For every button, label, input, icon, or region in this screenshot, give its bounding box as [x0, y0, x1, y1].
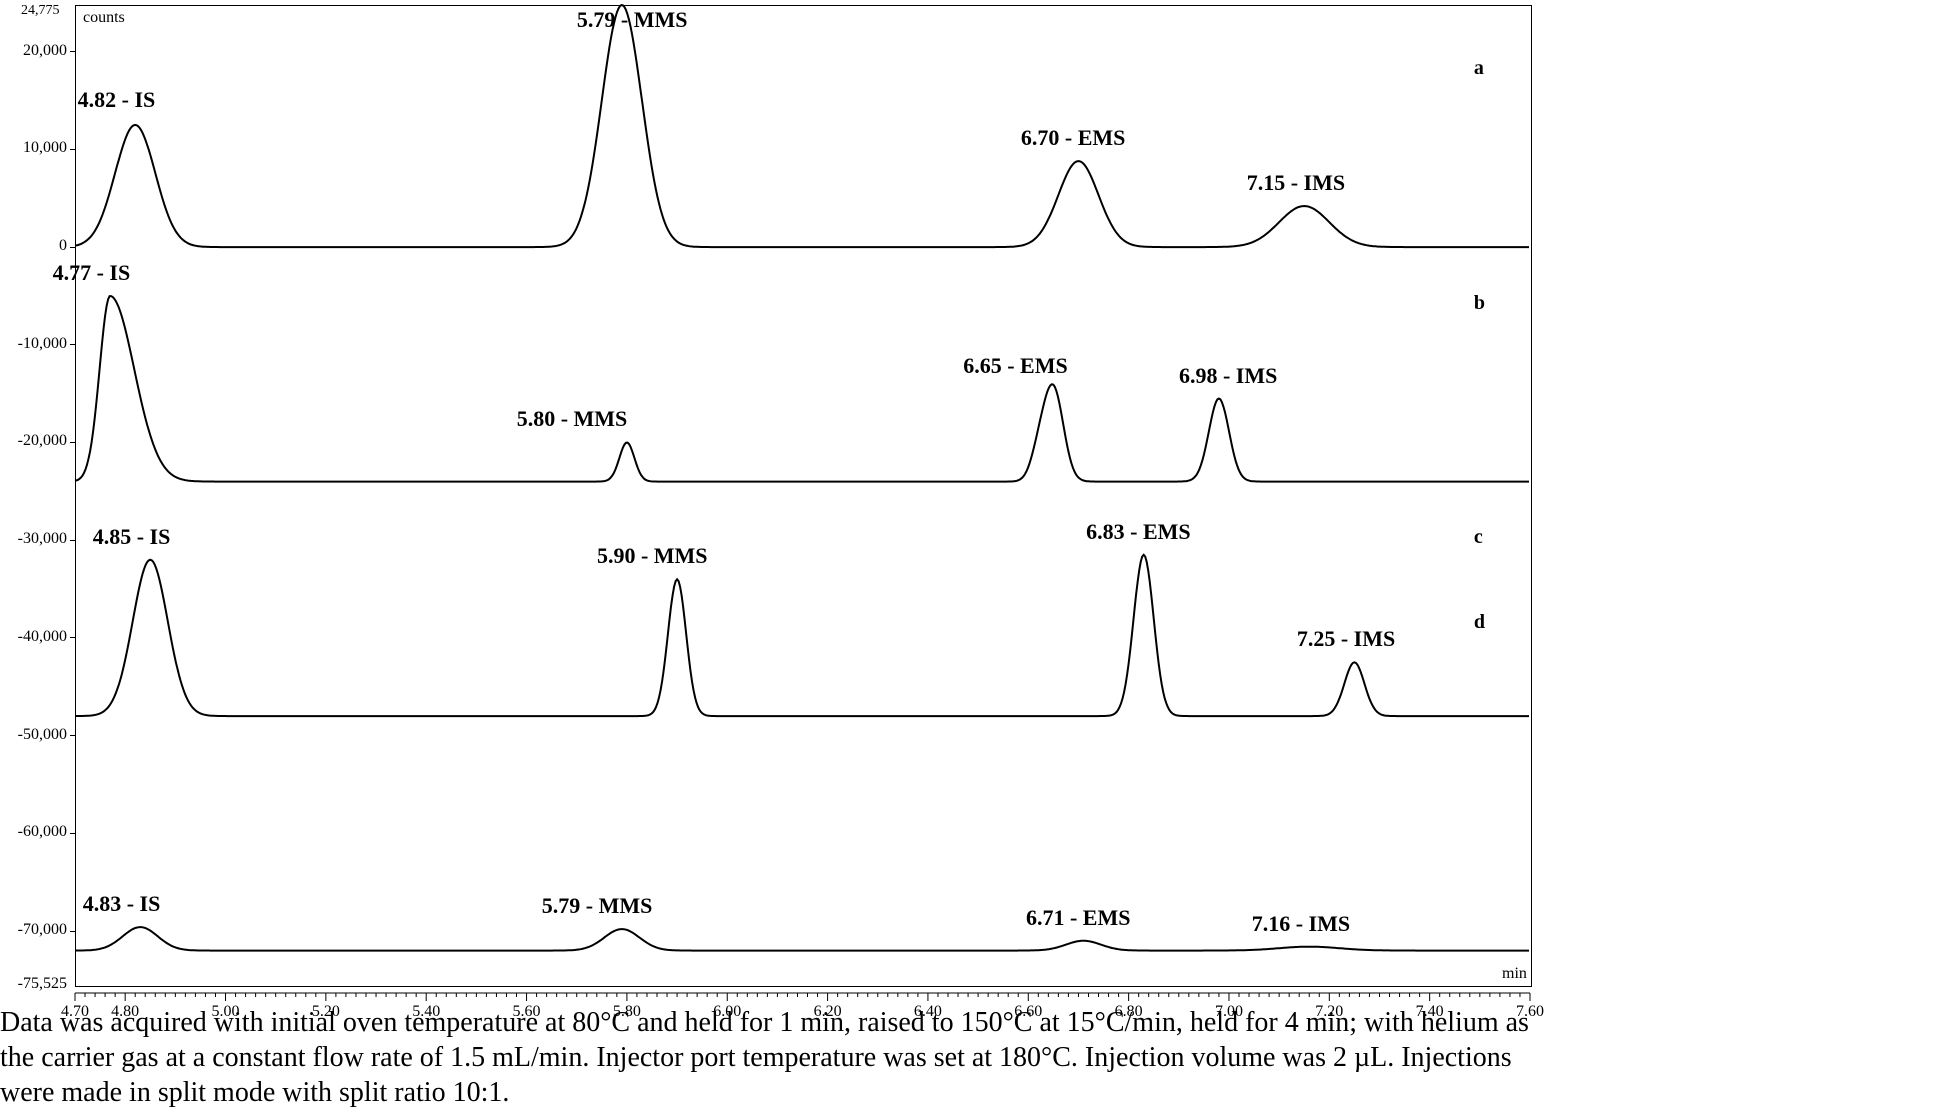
peak-label: 4.83 - IS [83, 891, 161, 917]
x-tick-label: 5.00 [206, 1003, 246, 1021]
x-tick-label: 7.60 [1510, 1003, 1550, 1021]
y-tick-mark [70, 540, 75, 541]
x-axis-unit-label: min [1502, 965, 1527, 983]
chromatogram-trace-b [75, 296, 1529, 482]
trace-label-c: c [1474, 526, 1483, 549]
y-axis-min-label: -75,525 [0, 975, 67, 993]
peak-label: 4.85 - IS [93, 524, 171, 550]
x-tick-label: 5.60 [507, 1003, 547, 1021]
x-tick-label: 5.40 [406, 1003, 446, 1021]
y-tick-label: -50,000 [0, 726, 67, 744]
y-tick-mark [70, 344, 75, 345]
y-tick-mark [70, 247, 75, 248]
y-tick-mark [70, 735, 75, 736]
x-tick-label: 7.20 [1309, 1003, 1349, 1021]
y-axis-unit-label: counts [83, 9, 125, 27]
x-tick-label: 6.40 [908, 1003, 948, 1021]
x-tick-label: 7.40 [1410, 1003, 1450, 1021]
y-tick-label: 10,000 [0, 139, 67, 157]
peak-label: 6.70 - EMS [1021, 125, 1126, 151]
chart-svg [0, 0, 1946, 1110]
peak-label: 6.71 - EMS [1026, 905, 1131, 931]
y-tick-label: -20,000 [0, 432, 67, 450]
x-tick-label: 6.60 [1008, 1003, 1048, 1021]
y-tick-mark [70, 833, 75, 834]
y-tick-mark [70, 637, 75, 638]
peak-label: 6.83 - EMS [1086, 519, 1191, 545]
x-tick-label: 6.00 [707, 1003, 747, 1021]
y-tick-label: 20,000 [0, 42, 67, 60]
y-tick-label: -40,000 [0, 628, 67, 646]
peak-label: 5.79 - MMS [542, 893, 653, 919]
y-tick-label: -30,000 [0, 530, 67, 548]
x-tick-label: 4.80 [105, 1003, 145, 1021]
x-tick-label: 5.20 [306, 1003, 346, 1021]
x-tick-label: 4.70 [55, 1003, 95, 1021]
peak-label: 6.65 - EMS [963, 353, 1068, 379]
peak-label: 6.98 - IMS [1179, 363, 1277, 389]
y-tick-label: 0 [0, 237, 67, 255]
y-tick-mark [70, 442, 75, 443]
x-tick-label: 7.00 [1209, 1003, 1249, 1021]
chromatogram-trace-a [75, 5, 1529, 247]
y-tick-mark [70, 51, 75, 52]
x-tick-label: 6.20 [808, 1003, 848, 1021]
y-tick-label: -10,000 [0, 335, 67, 353]
y-tick-mark [70, 149, 75, 150]
peak-label: 4.82 - IS [78, 87, 156, 113]
trace-label-d: d [1474, 611, 1485, 634]
peak-label: 5.80 - MMS [517, 406, 628, 432]
peak-label: 5.90 - MMS [597, 543, 708, 569]
figure-container: counts 24,775 min Data was acquired with… [0, 0, 1946, 1110]
x-tick-label: 5.80 [607, 1003, 647, 1021]
peak-label: 4.77 - IS [53, 260, 131, 286]
peak-label: 7.16 - IMS [1252, 911, 1350, 937]
y-axis-max-label: 24,775 [21, 3, 60, 19]
y-tick-label: -70,000 [0, 921, 67, 939]
peak-label: 7.25 - IMS [1297, 626, 1395, 652]
y-tick-label: -60,000 [0, 823, 67, 841]
trace-label-a: a [1474, 57, 1484, 80]
trace-label-b: b [1474, 292, 1485, 315]
peak-label: 7.15 - IMS [1247, 170, 1345, 196]
peak-label: 5.79 - MMS [577, 7, 688, 33]
y-tick-mark [70, 931, 75, 932]
x-tick-label: 6.80 [1109, 1003, 1149, 1021]
